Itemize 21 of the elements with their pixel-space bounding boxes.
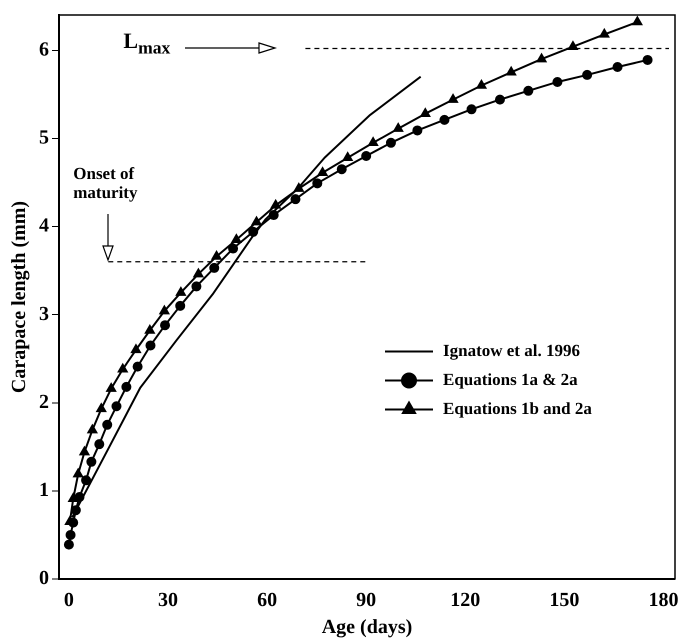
y-axis-title: Carapace length (mm)	[8, 200, 30, 394]
x-tick-label: 60	[257, 589, 278, 612]
y-tick-label: 3	[39, 302, 49, 325]
annotation: L$_{max}$	[123, 28, 170, 58]
y-tick-label: 1	[39, 479, 49, 502]
x-tick-label: 120	[450, 589, 480, 612]
x-tick-label: 0	[64, 589, 74, 612]
y-tick-label: 2	[39, 390, 49, 413]
y-tick-label: 5	[39, 126, 49, 149]
x-axis-title: Age (days)	[322, 616, 412, 638]
x-tick-label: 90	[356, 589, 376, 612]
y-tick-label: 0	[39, 567, 49, 590]
x-tick-label: 30	[158, 589, 178, 612]
x-tick-label: 150	[549, 589, 580, 612]
x-tick-label: 180	[648, 589, 678, 612]
legend-label: Equations 1b and 2a	[443, 398, 592, 418]
annotation: Onset of maturity	[73, 164, 138, 203]
y-tick-label: 6	[39, 38, 49, 60]
legend-label: Ignatow et al. 1996	[443, 340, 580, 360]
legend-label: Equations 1a & 2a	[443, 370, 578, 389]
y-tick-label: 4	[39, 214, 49, 237]
